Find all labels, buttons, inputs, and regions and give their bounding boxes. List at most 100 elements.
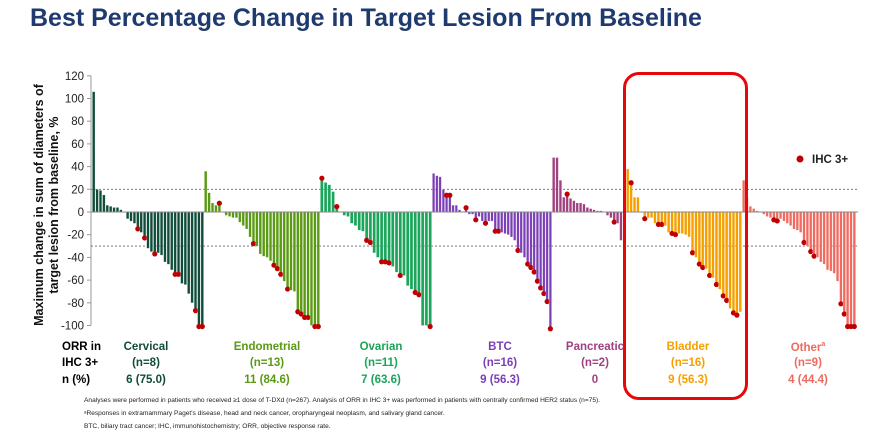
bar-other (809, 211, 813, 251)
y-tick-label: 80 (71, 116, 84, 128)
ihc3-marker (734, 312, 740, 318)
bar-cervical (126, 211, 130, 220)
y-tick-label: 60 (71, 139, 84, 151)
bar-other (836, 211, 840, 282)
table-n-btc: (n=16) (483, 357, 517, 369)
cell-text: (n=11) (364, 357, 398, 369)
bar-endometrial (262, 211, 266, 257)
ihc3-marker (801, 239, 807, 246)
ihc3-marker (416, 292, 422, 298)
bar-ovarian (323, 182, 328, 213)
ihc3-marker (199, 323, 205, 330)
cell-text: Bladder (666, 341, 710, 353)
bar-endometrial (217, 204, 221, 213)
ihc3-marker (482, 220, 489, 226)
bar-btc (441, 189, 445, 213)
table-n-pancreatic: (n=2) (581, 357, 609, 369)
bar-cervical (112, 207, 116, 213)
y-tick-label: -100 (61, 321, 84, 333)
bar-endometrial (303, 211, 307, 317)
bar-cervical (139, 211, 143, 233)
cell-text: Ovarian (359, 341, 403, 353)
bar-ovarian (413, 211, 417, 292)
ihc3-marker (538, 285, 544, 291)
ihc3-marker (851, 323, 857, 330)
ihc3-marker (564, 191, 570, 197)
bar-pancreatic (579, 202, 583, 213)
bar-endometrial (292, 211, 296, 292)
bar-ovarian (417, 211, 421, 294)
row-label-ihc: IHC 3+ (62, 357, 99, 369)
ihc3-marker (525, 261, 531, 267)
bar-btc (523, 211, 526, 258)
ihc3-marker (142, 235, 148, 241)
bar-ovarian (391, 211, 395, 267)
bar-ovarian (331, 191, 335, 213)
bar-ovarian (350, 211, 354, 224)
ihc3-marker (305, 314, 311, 321)
ihc3-marker (642, 216, 648, 222)
bar-cervical (166, 211, 170, 265)
cell-text: Cervical (123, 341, 169, 353)
ihc3-marker (192, 308, 199, 314)
table-orr-other: 4 (44.4) (788, 374, 828, 386)
bar-pancreatic (569, 198, 572, 213)
ihc3-marker (216, 200, 222, 206)
bar-ovarian (383, 211, 388, 262)
bar-endometrial (207, 192, 211, 213)
bar-endometrial (265, 211, 269, 258)
bar-ovarian (353, 211, 358, 226)
bar-cervical (190, 211, 194, 304)
cell-text: 6 (75.0) (126, 374, 166, 386)
bar-btc (539, 211, 543, 288)
bar-other (799, 211, 803, 233)
y-tick-label: -60 (67, 275, 84, 287)
bar-btc (526, 211, 530, 264)
bar-endometrial (234, 211, 238, 218)
bar-btc (548, 211, 552, 328)
bar-other (826, 211, 829, 271)
bar-pancreatic (609, 211, 613, 218)
bar-pancreatic (572, 200, 576, 213)
bar-endometrial (289, 211, 293, 291)
ihc3-marker (515, 247, 521, 254)
bar-other (805, 211, 809, 247)
bar-btc (497, 211, 500, 231)
ihc3-marker (531, 269, 537, 275)
ihc3-marker (495, 228, 502, 234)
bar-endometrial (299, 211, 303, 314)
ihc3-marker (696, 261, 702, 267)
bar-btc (545, 211, 549, 301)
bar-other (789, 211, 793, 226)
table-orr-pancreatic: 0 (592, 374, 598, 386)
table-orr-btc: 9 (56.3) (480, 374, 520, 386)
bar-other (748, 206, 752, 213)
bar-pancreatic (555, 157, 559, 213)
ihc3-marker (611, 219, 617, 225)
ihc3-marker (412, 289, 418, 296)
bar-cervical (102, 194, 106, 213)
bar-other (779, 211, 783, 220)
bar-endometrial (248, 211, 252, 238)
bar-endometrial (251, 211, 255, 243)
y-tick-label: -80 (67, 298, 84, 310)
table-orr-endometrial: 11 (84.6) (244, 374, 289, 386)
bar-btc (451, 204, 455, 213)
ihc3-marker (271, 262, 277, 268)
bar-cervical (105, 204, 109, 213)
bar-btc (535, 211, 539, 281)
page-title: Best Percentage Change in Target Lesion … (30, 4, 702, 32)
ihc3-marker (541, 290, 547, 297)
bar-btc (445, 197, 449, 213)
bar-pancreatic (616, 211, 620, 224)
ihc3-marker (447, 192, 453, 198)
cell-text: (n=16) (482, 357, 518, 369)
bar-ovarian (368, 211, 373, 242)
bar-endometrial (309, 211, 313, 326)
bar-endometrial (255, 211, 259, 247)
ihc3-marker (689, 250, 696, 256)
ihc3-marker (547, 326, 553, 332)
table-name-ovarian: Ovarian (360, 341, 403, 353)
cell-text: (n=13) (249, 357, 285, 369)
table-n-endometrial: (n=13) (250, 357, 284, 369)
